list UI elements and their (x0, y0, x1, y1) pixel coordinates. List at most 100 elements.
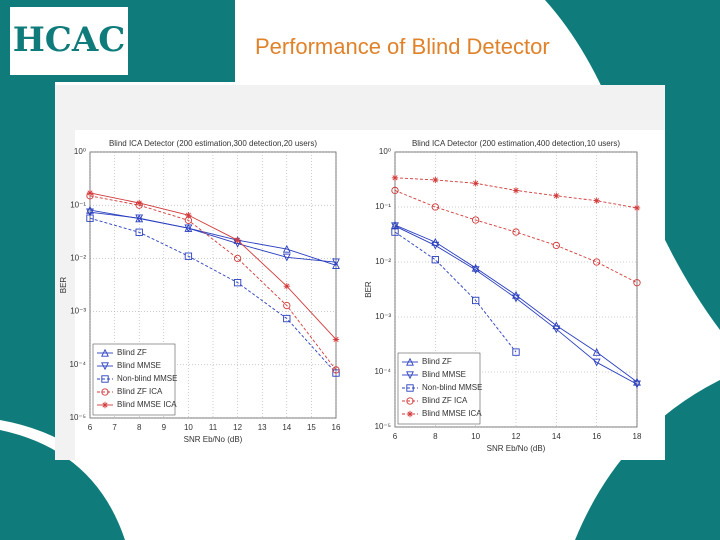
marker (593, 197, 600, 204)
marker (512, 228, 520, 236)
legend-label: Blind ZF ICA (422, 396, 468, 405)
y-tick-label: 10⁰ (379, 147, 391, 156)
marker (406, 410, 414, 418)
legend-label: Blind ZF (422, 357, 452, 366)
marker (391, 174, 399, 181)
x-tick-label: 15 (307, 423, 316, 432)
y-tick-label: 10⁻¹ (70, 200, 86, 209)
marker (101, 348, 109, 357)
legend-label: Blind MMSE ICA (422, 409, 482, 418)
marker (552, 241, 560, 250)
x-tick-label: 10 (184, 423, 193, 432)
marker (332, 336, 340, 343)
marker (86, 208, 94, 217)
y-axis-label: BER (59, 277, 68, 294)
marker (136, 199, 143, 207)
marker (472, 296, 480, 305)
marker (471, 263, 480, 272)
marker (135, 228, 143, 236)
logo-box (10, 7, 128, 75)
marker (633, 380, 641, 389)
marker (101, 401, 109, 409)
x-tick-label: 6 (88, 423, 93, 432)
marker (391, 222, 399, 231)
marker (283, 283, 290, 290)
marker (185, 211, 192, 219)
legend-label: Non-blind MMSE (117, 374, 177, 383)
marker (101, 388, 109, 396)
marker (633, 377, 641, 386)
y-tick-label: 10⁻³ (375, 312, 391, 321)
x-tick-label: 9 (162, 423, 167, 432)
x-tick-label: 14 (282, 423, 291, 432)
marker (593, 258, 601, 266)
x-axis-label: SNR Eb/No (dB) (184, 435, 243, 444)
series-line (394, 225, 638, 385)
marker (633, 204, 641, 212)
y-tick-label: 10⁻⁵ (375, 422, 391, 431)
x-tick-label: 11 (209, 423, 218, 432)
y-axis-label: BER (364, 281, 373, 298)
marker (592, 347, 601, 356)
legend-label: Blind MMSE ICA (117, 400, 177, 409)
x-axis-label: SNR Eb/No (dB) (487, 444, 546, 453)
marker (234, 236, 241, 244)
marker (391, 220, 399, 229)
marker (233, 279, 242, 287)
marker (406, 371, 414, 380)
marker (283, 301, 291, 310)
series-line (89, 195, 337, 371)
x-tick-label: 6 (393, 432, 398, 441)
y-tick-label: 10⁰ (74, 147, 86, 156)
marker (101, 375, 109, 383)
legend-label: Non-blind MMSE (422, 383, 482, 392)
marker (282, 253, 291, 262)
marker (283, 314, 291, 323)
marker (86, 214, 94, 222)
marker (406, 357, 414, 366)
legend-label: Blind MMSE (422, 370, 466, 379)
logo: HCAC (13, 20, 126, 60)
x-tick-label: 8 (433, 432, 438, 441)
x-tick-label: 16 (592, 432, 601, 441)
x-tick-label: 13 (258, 423, 267, 432)
chart-title: Blind ICA Detector (200 estimation,300 d… (109, 139, 317, 148)
marker (406, 384, 414, 392)
x-tick-label: 12 (233, 423, 242, 432)
marker (282, 244, 291, 253)
y-tick-label: 10⁻⁵ (70, 413, 86, 422)
marker (472, 216, 480, 224)
legend-label: Blind MMSE (117, 361, 161, 370)
series-line (89, 217, 337, 374)
marker (592, 358, 601, 367)
series-line (89, 192, 337, 340)
x-tick-label: 12 (512, 432, 521, 441)
marker (406, 397, 414, 405)
x-tick-label: 10 (471, 432, 480, 441)
y-tick-label: 10⁻³ (70, 307, 86, 316)
marker (233, 254, 242, 263)
legend-label: Blind ZF ICA (117, 387, 163, 396)
marker (552, 325, 561, 334)
marker (135, 214, 144, 223)
marker (432, 176, 439, 184)
y-tick-label: 10⁻⁴ (69, 360, 86, 369)
chart-title: Blind ICA Detector (200 estimation,400 d… (412, 139, 620, 148)
left-curve-inner (0, 430, 125, 540)
y-tick-label: 10⁻¹ (375, 202, 391, 211)
y-tick-label: 10⁻⁴ (374, 367, 391, 376)
marker (391, 186, 399, 195)
marker (512, 187, 520, 194)
x-tick-label: 8 (137, 423, 142, 432)
y-tick-label: 10⁻² (70, 254, 86, 263)
slide-title: Performance of Blind Detector (255, 34, 550, 59)
marker (512, 294, 520, 303)
series-line (394, 231, 517, 353)
x-tick-label: 7 (112, 423, 117, 432)
marker (86, 189, 94, 197)
series-line (89, 211, 337, 263)
marker (633, 279, 641, 287)
x-tick-label: 18 (633, 432, 642, 441)
marker (471, 266, 480, 275)
